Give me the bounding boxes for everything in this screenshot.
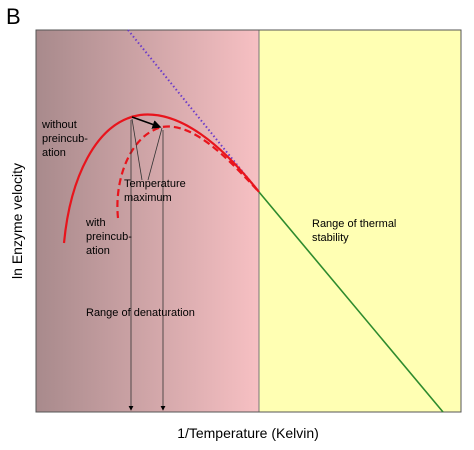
- panel-letter: B: [6, 4, 21, 29]
- label-with-preincubation: with preincub- ation: [85, 217, 135, 257]
- region-denaturation: [36, 30, 259, 412]
- maximum-shift-arrow: [131, 116, 162, 129]
- region-thermal-stability: [259, 30, 461, 412]
- label-temperature-maximum: Temperature maximum: [124, 178, 189, 204]
- x-axis-label: 1/Temperature (Kelvin): [177, 425, 319, 441]
- label-without-preincubation: without preincub- ation: [41, 119, 91, 159]
- series-stable: [258, 191, 444, 413]
- series-without-preincubation: [62, 113, 260, 244]
- series-extrapolation: [127, 29, 260, 193]
- series-with-preincubation: [116, 125, 260, 219]
- tmax-pointer-left: [131, 118, 143, 181]
- plot-frame: [35, 29, 462, 413]
- y-axis-label: ln Enzyme velocity: [9, 163, 25, 279]
- label-range-thermal-stability: Range of thermal stability: [312, 218, 399, 244]
- label-range-denaturation: Range of denaturation: [86, 307, 195, 319]
- tmax-pointer-right: [147, 127, 163, 181]
